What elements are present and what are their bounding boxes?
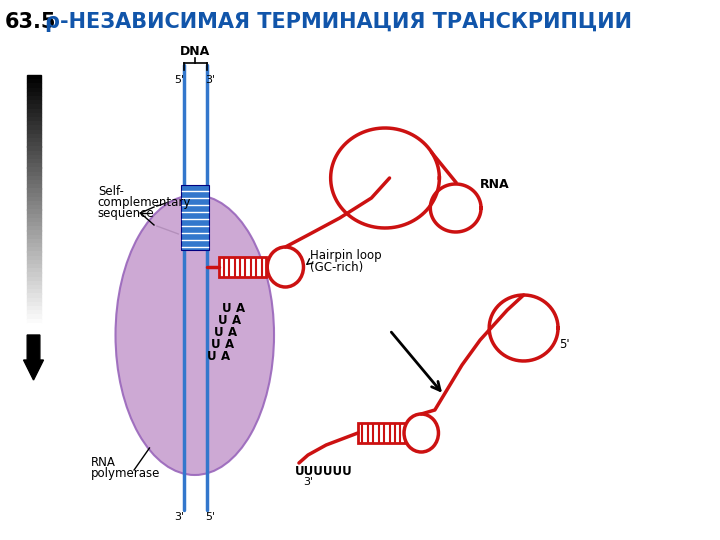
Bar	[27, 104, 41, 109]
Text: UUUUUU: UUUUUU	[294, 465, 352, 478]
Bar	[27, 113, 41, 117]
Bar	[27, 218, 41, 222]
Text: A: A	[235, 301, 245, 314]
Bar	[27, 298, 41, 302]
Bar	[27, 172, 41, 176]
Bar	[27, 188, 41, 193]
Text: Self-: Self-	[98, 185, 124, 198]
Bar	[27, 87, 41, 92]
Bar	[27, 201, 41, 205]
Bar	[27, 151, 41, 155]
Text: A: A	[232, 314, 241, 327]
Bar	[27, 214, 41, 218]
Bar	[27, 197, 41, 201]
Bar	[27, 184, 41, 188]
Text: sequence: sequence	[98, 207, 155, 220]
Bar	[27, 79, 41, 84]
Bar	[27, 193, 41, 197]
Bar	[27, 268, 41, 273]
Circle shape	[267, 247, 303, 287]
Text: (GC-rich): (GC-rich)	[310, 260, 363, 273]
Bar	[27, 222, 41, 226]
Bar	[27, 255, 41, 260]
Bar	[27, 231, 41, 235]
Bar	[27, 314, 41, 319]
Bar	[181, 185, 210, 250]
Bar	[27, 96, 41, 100]
Text: Hairpin loop: Hairpin loop	[310, 248, 382, 261]
Text: RNA: RNA	[480, 179, 510, 192]
Text: RNA: RNA	[91, 456, 115, 469]
Bar	[27, 239, 41, 243]
Bar	[27, 310, 41, 314]
Bar	[27, 226, 41, 231]
Bar	[27, 130, 41, 134]
Bar	[27, 247, 41, 252]
Text: 5': 5'	[205, 512, 215, 522]
Bar	[27, 302, 41, 306]
Bar	[27, 293, 41, 298]
Bar	[27, 285, 41, 289]
Bar	[27, 159, 41, 163]
Text: A: A	[225, 338, 234, 350]
Bar	[27, 205, 41, 210]
Bar	[27, 281, 41, 285]
Bar	[27, 319, 41, 323]
Bar	[27, 252, 41, 256]
Bar	[358, 423, 405, 443]
Bar	[27, 234, 41, 239]
Bar	[27, 289, 41, 294]
Text: ρ-НЕЗАВИСИМАЯ ТЕРМИНАЦИЯ ТРАНСКРИПЦИИ: ρ-НЕЗАВИСИМАЯ ТЕРМИНАЦИЯ ТРАНСКРИПЦИИ	[45, 12, 632, 32]
Bar	[27, 146, 41, 151]
Bar	[27, 210, 41, 214]
Text: A: A	[221, 349, 230, 362]
Bar	[27, 260, 41, 264]
Bar	[27, 155, 41, 159]
Bar	[27, 134, 41, 138]
Bar	[27, 117, 41, 122]
Text: polymerase: polymerase	[91, 467, 160, 480]
Text: U: U	[221, 301, 231, 314]
Bar	[219, 257, 266, 277]
Text: 5': 5'	[559, 339, 570, 352]
Bar	[27, 121, 41, 125]
Bar	[27, 75, 41, 79]
Bar	[27, 276, 41, 281]
Text: DNA: DNA	[180, 45, 210, 58]
Bar	[27, 180, 41, 184]
Text: complementary: complementary	[98, 196, 192, 209]
Bar	[27, 264, 41, 268]
Bar	[27, 306, 41, 310]
Bar	[27, 100, 41, 105]
Bar	[27, 167, 41, 172]
Text: U: U	[207, 349, 217, 362]
Ellipse shape	[115, 195, 274, 475]
Text: 63.5: 63.5	[4, 12, 56, 32]
Bar	[27, 323, 41, 327]
FancyArrow shape	[24, 335, 43, 380]
Bar	[27, 125, 41, 130]
Circle shape	[404, 414, 438, 452]
Text: U: U	[214, 326, 224, 339]
Text: 5': 5'	[174, 75, 184, 85]
Text: A: A	[228, 326, 238, 339]
Text: 3': 3'	[205, 75, 215, 85]
Text: U: U	[217, 314, 228, 327]
Bar	[27, 142, 41, 146]
Bar	[27, 243, 41, 247]
Bar	[27, 92, 41, 96]
Bar	[27, 138, 41, 143]
Text: U: U	[210, 338, 220, 350]
Text: 3': 3'	[174, 512, 184, 522]
Bar	[27, 163, 41, 167]
Text: 3': 3'	[303, 477, 314, 487]
Bar	[27, 109, 41, 113]
Bar	[27, 176, 41, 180]
Bar	[27, 272, 41, 276]
Bar	[27, 83, 41, 87]
